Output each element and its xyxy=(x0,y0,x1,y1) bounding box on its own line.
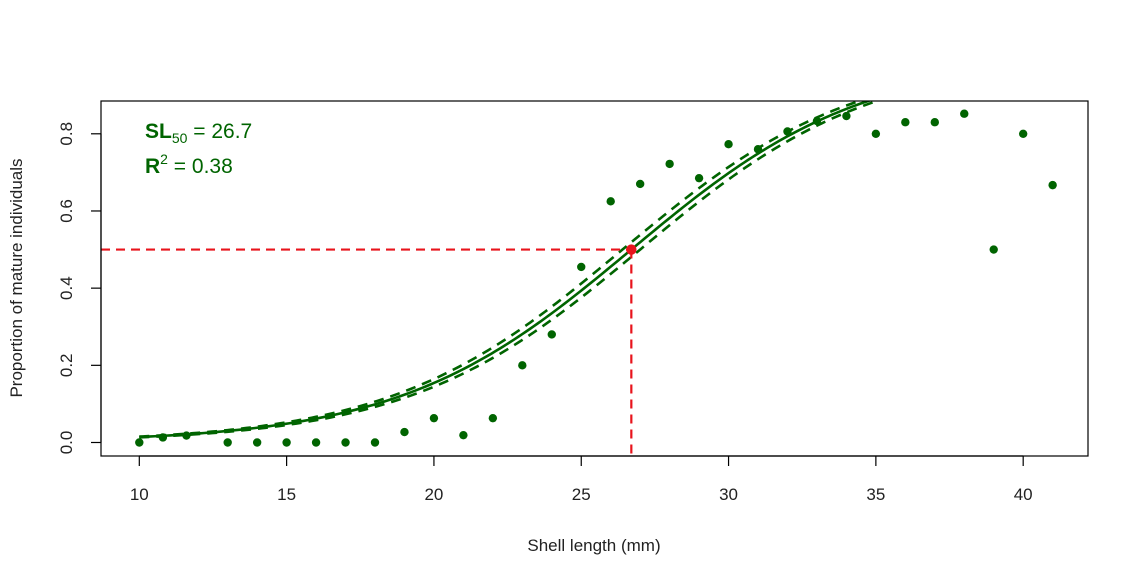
data-point xyxy=(488,413,498,423)
data-point xyxy=(753,145,763,154)
sl50-reference xyxy=(101,244,637,456)
data-point xyxy=(252,438,262,447)
data-point xyxy=(901,118,910,127)
data-point xyxy=(223,438,232,447)
sl50-main: SL xyxy=(145,120,172,143)
r2-annotation: R2 = 0.38 xyxy=(145,151,233,178)
sl50-annotation: SL50 = 26.7 xyxy=(145,120,252,146)
y-tick-label: 0.8 xyxy=(57,122,76,146)
data-point xyxy=(429,413,439,423)
confidence-bound-2 xyxy=(139,101,881,439)
data-point xyxy=(459,430,468,440)
data-points xyxy=(135,109,1057,447)
y-axis: 0.0 0.2 0.4 0.6 0.8 xyxy=(57,122,102,455)
sl50-value: = 26.7 xyxy=(187,120,252,143)
y-tick-label: 0.6 xyxy=(57,199,76,223)
sl50-point xyxy=(626,244,637,255)
x-tick-label: 20 xyxy=(424,485,443,504)
data-point xyxy=(694,173,704,183)
data-point xyxy=(783,127,792,136)
fitted-curve xyxy=(139,101,873,439)
data-point xyxy=(724,140,733,149)
x-tick-label: 35 xyxy=(866,485,885,504)
data-point xyxy=(182,431,191,440)
sl50-subscript: 50 xyxy=(172,130,188,146)
x-tick-label: 10 xyxy=(130,485,149,504)
data-point xyxy=(158,433,168,442)
data-point xyxy=(812,116,822,126)
data-point xyxy=(400,427,409,437)
data-point xyxy=(311,438,321,447)
y-tick-label: 0.0 xyxy=(57,431,76,455)
data-point xyxy=(960,109,969,118)
r2-superscript: 2 xyxy=(160,151,168,167)
data-point xyxy=(606,197,615,206)
y-axis-label: Proportion of mature individuals xyxy=(7,158,26,397)
data-point xyxy=(547,330,556,339)
x-tick-label: 15 xyxy=(277,485,296,504)
x-axis: 10 15 20 25 30 35 40 xyxy=(130,455,1033,504)
data-point xyxy=(842,111,851,121)
data-point xyxy=(1048,180,1057,190)
data-point xyxy=(665,159,674,169)
y-tick-label: 0.4 xyxy=(57,276,76,300)
x-tick-label: 40 xyxy=(1014,485,1033,504)
data-point xyxy=(930,118,939,127)
data-point xyxy=(635,179,645,189)
confidence-bound-1 xyxy=(139,101,864,438)
data-point xyxy=(370,438,380,447)
y-tick-label: 0.2 xyxy=(57,353,76,377)
data-point xyxy=(341,438,350,447)
data-point xyxy=(577,262,586,272)
r2-main: R xyxy=(145,155,160,178)
x-tick-label: 25 xyxy=(572,485,591,504)
x-axis-label: Shell length (mm) xyxy=(527,536,660,555)
data-point xyxy=(135,438,144,447)
data-point xyxy=(871,129,881,138)
r2-value: = 0.38 xyxy=(168,155,233,178)
fitted-curves xyxy=(139,101,881,439)
x-tick-label: 30 xyxy=(719,485,738,504)
data-point xyxy=(282,438,291,447)
data-point xyxy=(518,361,527,370)
data-point xyxy=(1018,129,1028,138)
data-point xyxy=(989,245,998,254)
